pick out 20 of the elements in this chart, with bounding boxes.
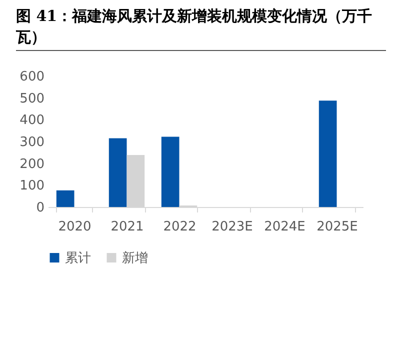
chart-title: 图 41：福建海风累计及新增装机规模变化情况（万千瓦） bbox=[16, 6, 386, 51]
y-tick-label: 0 bbox=[36, 200, 44, 216]
legend-label: 累计 bbox=[65, 250, 91, 266]
y-tick-label: 400 bbox=[20, 113, 44, 128]
bar bbox=[56, 190, 74, 207]
y-tick-label: 100 bbox=[20, 178, 44, 194]
y-tick-label: 300 bbox=[20, 135, 44, 150]
y-tick-label: 500 bbox=[20, 91, 44, 106]
x-tick-label: 2025E bbox=[316, 220, 358, 234]
bar bbox=[161, 136, 180, 207]
legend-label: 新增 bbox=[122, 250, 148, 266]
x-tick-label: 2021 bbox=[110, 220, 144, 234]
y-tick-label: 600 bbox=[20, 70, 44, 84]
bar bbox=[318, 100, 337, 207]
x-tick-label: 2024E bbox=[264, 220, 306, 234]
x-tick-label: 2020 bbox=[58, 220, 92, 234]
x-tick-label: 2022 bbox=[163, 220, 196, 234]
bar bbox=[108, 138, 127, 207]
y-tick-label: 200 bbox=[20, 156, 44, 172]
x-tick-label: 2023E bbox=[212, 220, 253, 234]
